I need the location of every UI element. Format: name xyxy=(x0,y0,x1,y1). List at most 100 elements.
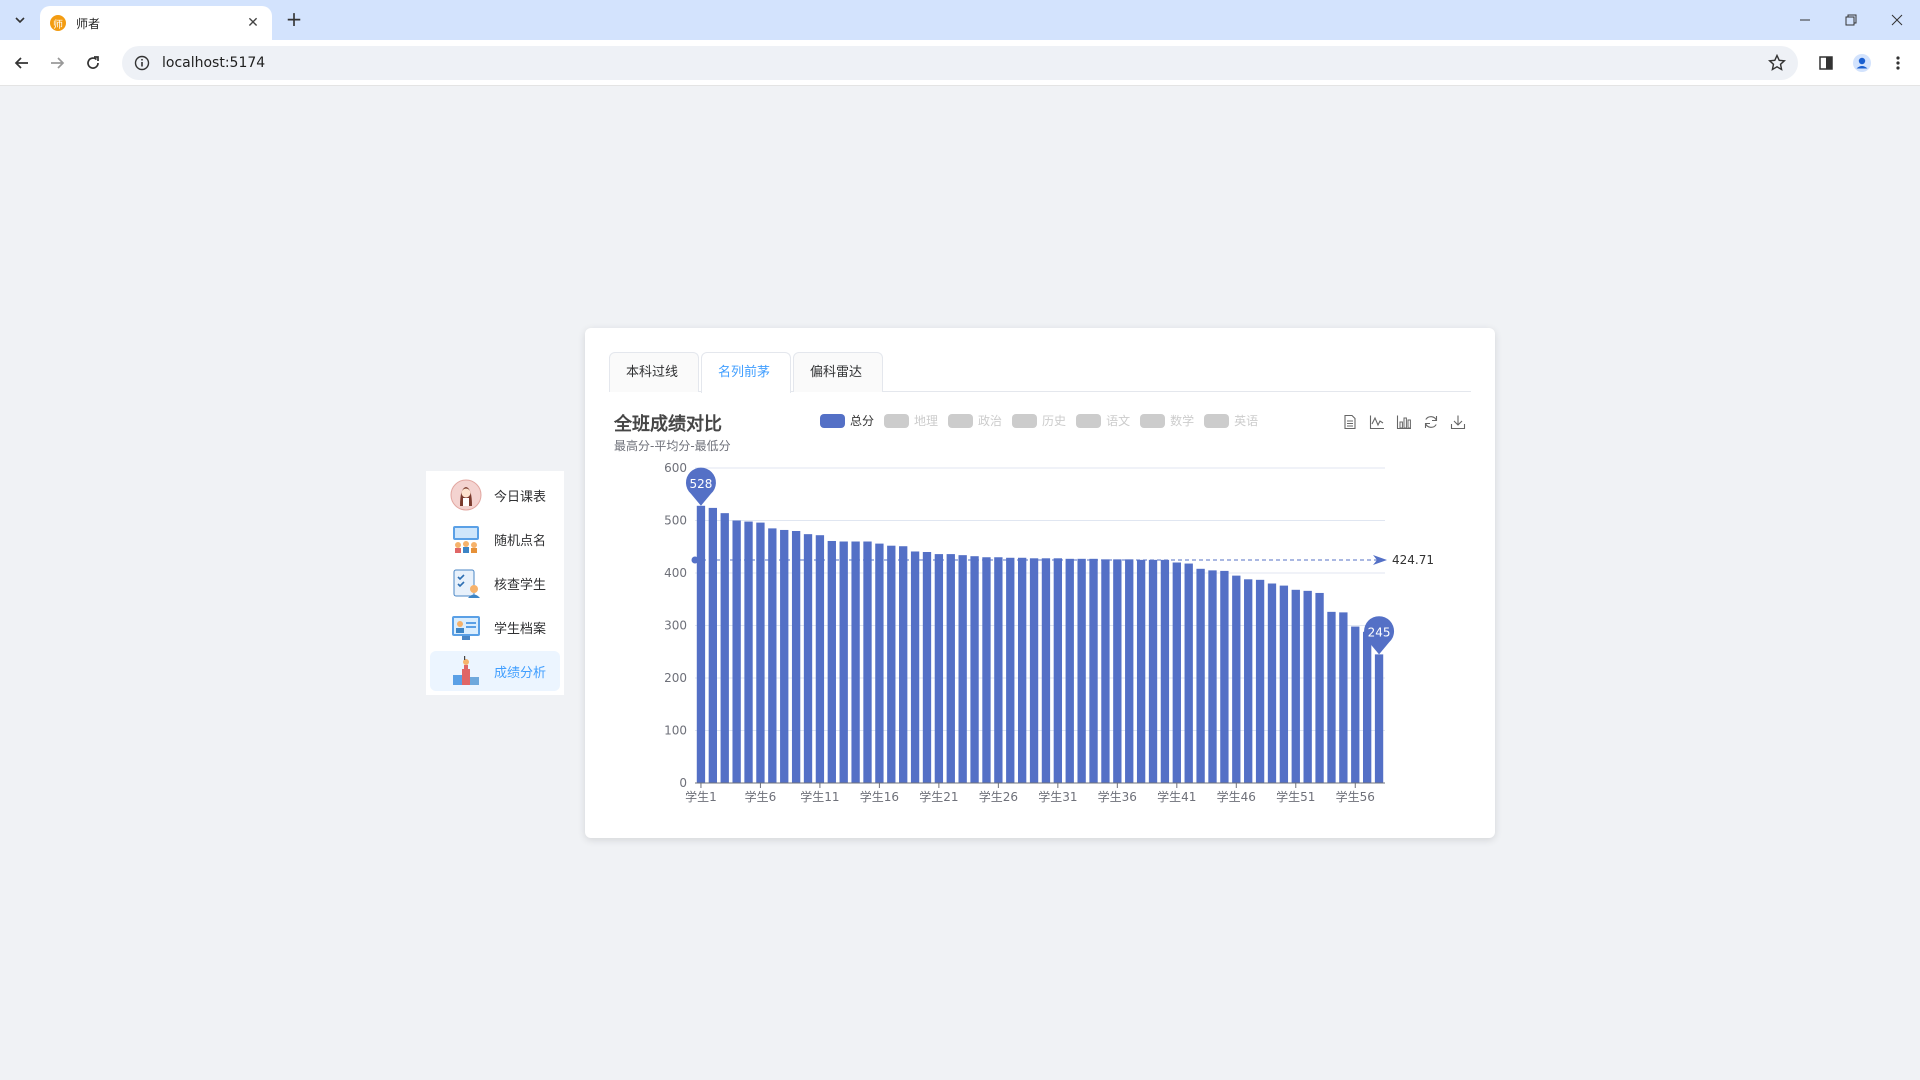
bar[interactable] xyxy=(1208,570,1217,783)
bar[interactable] xyxy=(780,529,789,783)
legend-item[interactable]: 英语 xyxy=(1204,412,1258,429)
bar[interactable] xyxy=(1136,559,1146,783)
bar[interactable] xyxy=(1220,570,1229,783)
bar[interactable] xyxy=(720,513,729,783)
bar[interactable] xyxy=(1184,563,1193,783)
bar[interactable] xyxy=(899,546,908,783)
legend-item[interactable]: 总分 xyxy=(820,412,874,429)
bar[interactable] xyxy=(982,557,991,783)
side-panel-button[interactable] xyxy=(1814,51,1838,75)
new-tab-button[interactable]: + xyxy=(285,7,303,31)
bar[interactable] xyxy=(815,535,825,783)
back-button[interactable] xyxy=(10,51,34,75)
legend-item[interactable]: 政治 xyxy=(948,412,1002,429)
bar[interactable] xyxy=(1303,590,1312,783)
bar[interactable] xyxy=(946,554,955,783)
bar[interactable] xyxy=(1327,611,1336,783)
bar[interactable] xyxy=(1244,579,1253,783)
bar[interactable] xyxy=(863,541,872,784)
reload-button[interactable] xyxy=(81,51,105,75)
legend-item[interactable]: 数学 xyxy=(1140,412,1194,429)
bar[interactable] xyxy=(851,541,860,784)
bar[interactable] xyxy=(1065,558,1074,783)
legend-swatch xyxy=(1140,413,1166,428)
data-view-button[interactable] xyxy=(1340,412,1360,432)
x-tick-label: 学生21 xyxy=(919,789,958,804)
profile-button[interactable] xyxy=(1850,51,1874,75)
address-bar[interactable]: localhost:5174 xyxy=(122,46,1798,80)
save-image-button[interactable] xyxy=(1448,412,1468,432)
bar[interactable] xyxy=(875,543,884,783)
bar[interactable] xyxy=(708,507,718,783)
close-window-button[interactable] xyxy=(1874,0,1920,40)
bar[interactable] xyxy=(934,554,944,783)
bar[interactable] xyxy=(1374,654,1384,783)
bar[interactable] xyxy=(1232,575,1241,783)
bar[interactable] xyxy=(1315,592,1324,783)
bar[interactable] xyxy=(1053,558,1063,783)
bar[interactable] xyxy=(803,534,813,783)
bar[interactable] xyxy=(732,520,741,784)
bar[interactable] xyxy=(1101,559,1110,783)
bar[interactable] xyxy=(768,528,777,783)
bar[interactable] xyxy=(994,557,1003,783)
legend-item[interactable]: 语文 xyxy=(1076,412,1130,429)
menu-item-check-students[interactable]: 核查学生 xyxy=(430,563,560,603)
bar[interactable] xyxy=(1148,559,1158,783)
bar[interactable] xyxy=(1267,583,1277,784)
menu-label: 学生档案 xyxy=(494,621,547,637)
close-tab-icon[interactable]: ✕ xyxy=(247,15,259,31)
bar[interactable] xyxy=(970,556,979,783)
teacher-avatar-icon xyxy=(450,479,482,511)
switch-line-button[interactable] xyxy=(1367,412,1387,432)
bar[interactable] xyxy=(839,541,848,784)
legend-label: 英语 xyxy=(1234,414,1259,428)
menu-item-score-analysis[interactable]: 成绩分析 xyxy=(430,651,560,691)
restore-button[interactable] xyxy=(1421,412,1441,432)
bar[interactable] xyxy=(1279,585,1289,783)
bar[interactable] xyxy=(1089,558,1098,783)
bar[interactable] xyxy=(1196,568,1205,783)
tab-top-ranked[interactable]: 名列前茅 xyxy=(701,352,791,393)
tab-pass-line[interactable]: 本科过线 xyxy=(609,352,699,392)
bar[interactable] xyxy=(1041,558,1051,783)
browser-menu-button[interactable] xyxy=(1886,51,1910,75)
restore-button[interactable] xyxy=(1828,0,1874,40)
bar[interactable] xyxy=(1339,612,1348,783)
tab-search-button[interactable] xyxy=(8,8,32,32)
y-tick-label: 0 xyxy=(679,776,687,790)
bar[interactable] xyxy=(744,521,753,783)
legend-item[interactable]: 历史 xyxy=(1012,412,1066,429)
bar[interactable] xyxy=(791,531,801,783)
y-tick-label: 600 xyxy=(664,461,687,475)
bookmark-star-icon[interactable] xyxy=(1768,54,1786,72)
switch-bar-button[interactable] xyxy=(1394,412,1414,432)
bar[interactable] xyxy=(756,522,765,783)
bar[interactable] xyxy=(827,540,836,783)
bar[interactable] xyxy=(1006,557,1015,783)
bar[interactable] xyxy=(887,545,896,783)
forward-button[interactable] xyxy=(45,51,69,75)
bar[interactable] xyxy=(1362,631,1372,783)
legend-item[interactable]: 地理 xyxy=(884,412,938,429)
bar[interactable] xyxy=(1017,557,1027,783)
menu-item-schedule[interactable]: 今日课表 xyxy=(430,475,560,515)
bar[interactable] xyxy=(958,555,967,783)
menu-item-student-files[interactable]: 学生档案 xyxy=(430,607,560,647)
bar[interactable] xyxy=(1113,559,1122,783)
bar[interactable] xyxy=(1172,562,1181,784)
tab-subject-radar[interactable]: 偏科雷达 xyxy=(793,352,883,392)
bar[interactable] xyxy=(922,552,932,783)
bar[interactable] xyxy=(696,505,706,783)
bar[interactable] xyxy=(1077,558,1086,783)
bar[interactable] xyxy=(910,551,920,783)
bar[interactable] xyxy=(1351,626,1360,783)
bar[interactable] xyxy=(1029,558,1039,783)
bar[interactable] xyxy=(1125,559,1134,783)
browser-tab[interactable]: 师 师者 ✕ xyxy=(40,6,272,40)
bar[interactable] xyxy=(1255,579,1265,783)
minimize-button[interactable] xyxy=(1782,0,1828,40)
bar[interactable] xyxy=(1291,589,1300,783)
menu-item-random-call[interactable]: 随机点名 xyxy=(430,519,560,559)
bar[interactable] xyxy=(1160,559,1170,783)
